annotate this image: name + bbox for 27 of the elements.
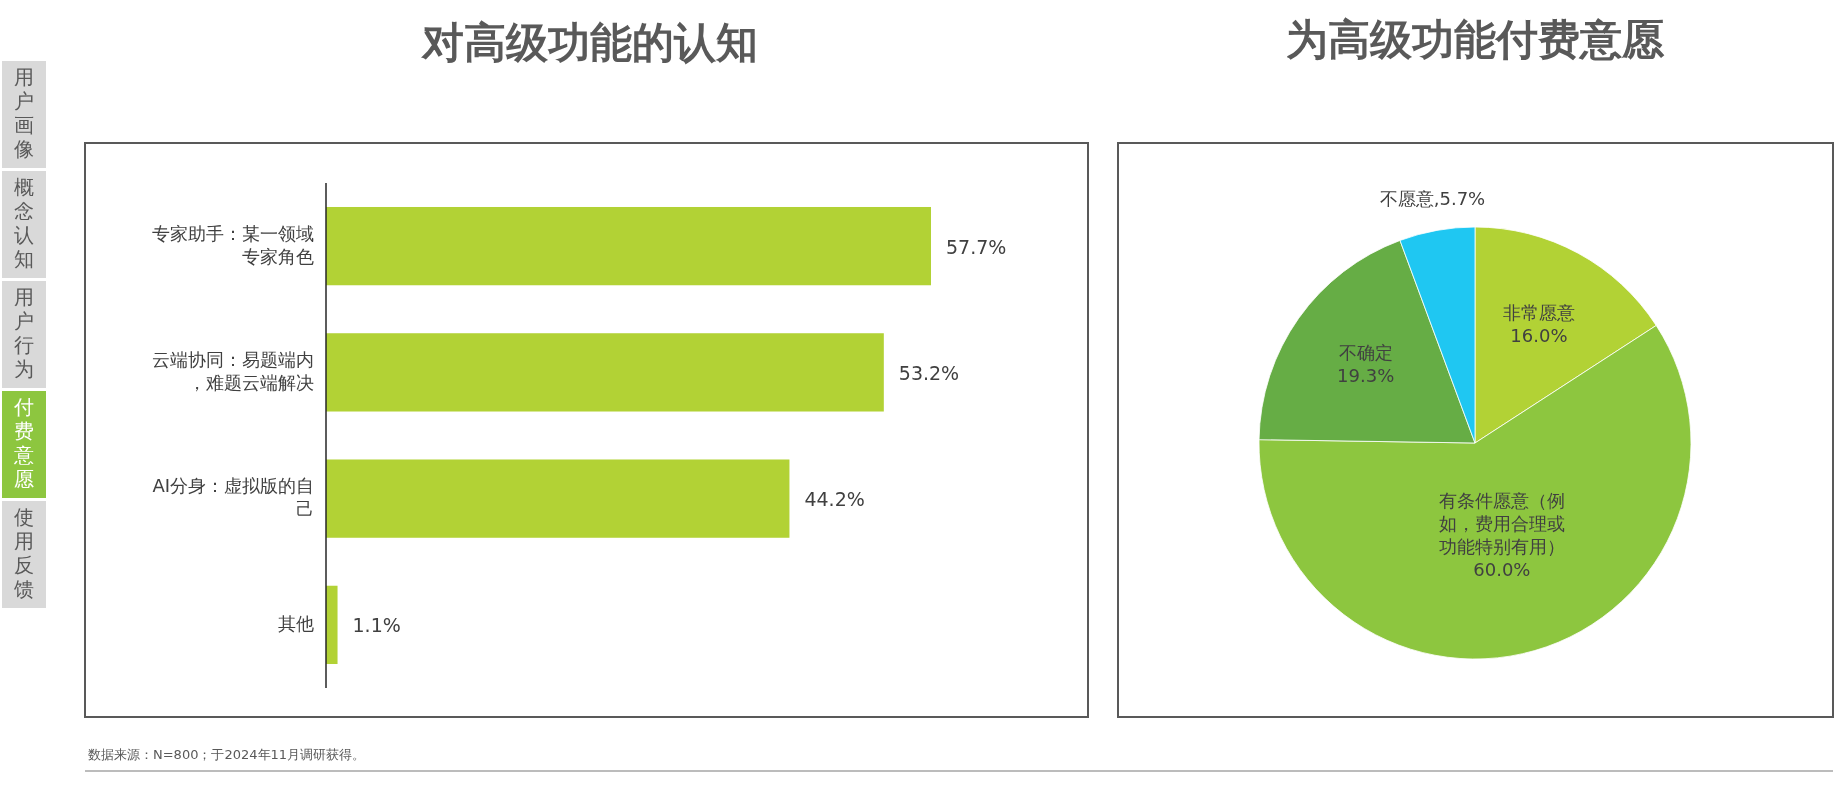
data-label: 16.0% <box>1510 324 1568 346</box>
y-tick-label: 其他 <box>278 612 314 634</box>
data-label: 44.2% <box>804 488 865 511</box>
data-label: 60.0% <box>1473 558 1531 580</box>
data-label: 53.2% <box>898 361 960 384</box>
slice-label: 不愿意,5.7% <box>1379 187 1486 209</box>
y-tick-label: 专家助手：某一领域专家角色 <box>152 222 314 267</box>
bar <box>326 206 931 286</box>
slice-label: 有条件愿意（例如，费用合理或功能特别有用） <box>1438 489 1565 557</box>
data-label: 19.3% <box>1337 365 1395 387</box>
bar <box>326 585 338 665</box>
category-label: 使用反馈 <box>13 505 34 601</box>
category-label: 概念认知 <box>14 175 34 271</box>
bar <box>326 459 790 538</box>
chart-title: 为高级功能付费意愿 <box>1286 14 1665 64</box>
slice-label: 非常愿意 <box>1502 301 1575 323</box>
source-note: 数据来源：N=800；于2024年11月调研获得。 <box>88 746 366 762</box>
data-label: 1.1% <box>352 614 401 637</box>
data-label: 57.7% <box>946 235 1007 258</box>
bar <box>326 333 884 412</box>
category-label: 用户画像 <box>14 65 34 161</box>
y-tick-label: 云端协同：易题端内，难题云端解决 <box>152 348 314 393</box>
chart-title: 对高级功能的认知 <box>420 17 758 67</box>
category-label: 付费意愿 <box>13 395 34 491</box>
y-tick-label: AI分身：虚拟版的自己 <box>152 475 314 520</box>
category-label: 用户行为 <box>14 285 34 381</box>
slice-label: 不确定 <box>1338 342 1393 364</box>
